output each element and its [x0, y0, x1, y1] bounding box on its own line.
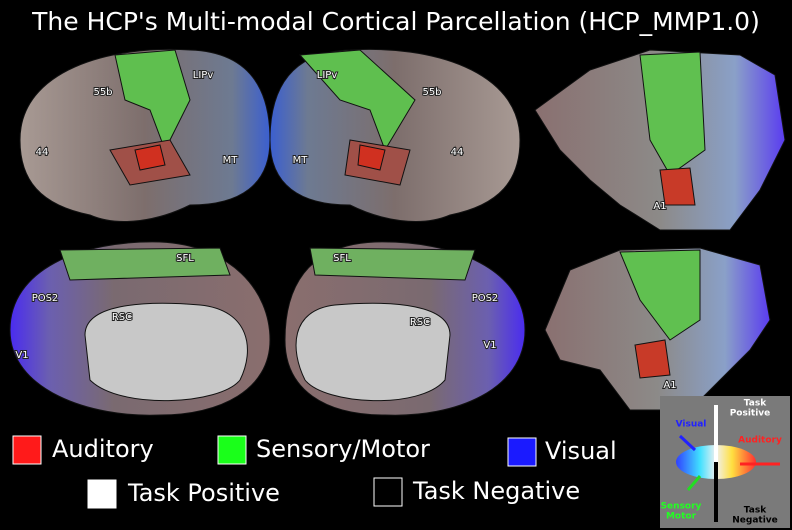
inset-label: Auditory [738, 436, 782, 446]
inset-label: Visual [676, 420, 707, 430]
area-label: RSC [410, 317, 430, 328]
area-label: LIPv [193, 70, 214, 81]
area-label: 44 [451, 147, 464, 158]
area-label: A1 [663, 380, 676, 391]
lateral-right-brain [269, 48, 521, 223]
medial-right-brain [284, 241, 526, 416]
legend-swatch [12, 435, 42, 465]
area-label: SFL [333, 253, 351, 264]
area-label: MT [223, 155, 239, 166]
area-label: 44 [36, 147, 49, 158]
legend-label: Visual [545, 437, 617, 465]
arrow-motor [686, 475, 702, 491]
area-label: SFL [176, 253, 194, 264]
arrow-visual [678, 434, 697, 452]
lateral-left-brain [19, 48, 271, 223]
legend-label: Auditory [52, 435, 154, 463]
legend-label: Task Negative [412, 477, 580, 505]
area-label: 55b [422, 87, 441, 98]
area-label: POS2 [32, 293, 59, 304]
flatmap-top [534, 49, 786, 231]
legend-swatch [217, 435, 247, 465]
legend-swatch [507, 437, 537, 467]
area-label: RSC [112, 312, 132, 323]
area-label: 55b [93, 87, 112, 98]
area-label: POS2 [472, 293, 499, 304]
area-label: A1 [653, 201, 666, 212]
inset-label: Motor [666, 512, 697, 522]
inset-label: Sensory [661, 502, 702, 512]
area-label: V1 [15, 350, 28, 361]
legend-label: Sensory/Motor [256, 435, 430, 463]
inset-label: Negative [732, 516, 778, 526]
inset-label: Task [744, 399, 767, 409]
legend-swatch [373, 477, 403, 507]
title: The HCP's Multi-modal Cortical Parcellat… [31, 7, 760, 36]
inset-label: Task [744, 506, 767, 516]
area-label: MT [293, 155, 309, 166]
legend-swatch [87, 479, 117, 509]
medial-left-brain [9, 241, 271, 416]
color-wheel-inset [660, 396, 790, 528]
legend-label: Task Positive [127, 479, 280, 507]
area-label: V1 [483, 340, 496, 351]
inset-label: Positive [730, 409, 771, 419]
flatmap-bottom [544, 247, 771, 411]
area-label: LIPv [317, 70, 338, 81]
